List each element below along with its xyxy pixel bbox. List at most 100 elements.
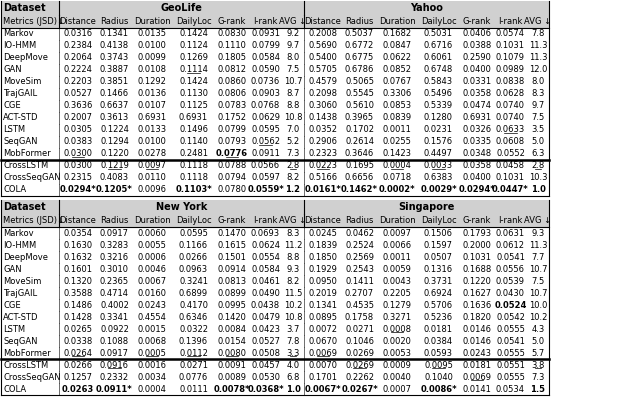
Text: DailyLoc: DailyLoc [176, 17, 211, 26]
Text: 0.1438: 0.1438 [308, 114, 337, 123]
Text: 0.5339: 0.5339 [424, 102, 453, 110]
Text: 0.1125: 0.1125 [179, 102, 208, 110]
Text: 0.0852: 0.0852 [383, 66, 412, 75]
Text: 0.0524: 0.0524 [494, 301, 527, 310]
Text: 0.1630: 0.1630 [63, 241, 93, 249]
Text: 0.3271: 0.3271 [383, 312, 412, 322]
Text: 0.0406: 0.0406 [463, 29, 492, 39]
Text: DeepMove: DeepMove [3, 253, 48, 262]
Text: 0.0009: 0.0009 [383, 361, 412, 370]
Text: MobFormer: MobFormer [3, 150, 51, 158]
Text: 0.0559*: 0.0559* [247, 185, 284, 195]
Text: 0.5166: 0.5166 [308, 174, 337, 183]
Text: 0.0479: 0.0479 [251, 312, 280, 322]
Text: CrossSeqGAN: CrossSeqGAN [3, 174, 61, 183]
Text: 0.0628: 0.0628 [496, 89, 525, 98]
Text: 5.0: 5.0 [531, 337, 545, 345]
Text: 10.2: 10.2 [284, 301, 302, 310]
Text: 3.5: 3.5 [531, 125, 545, 135]
Text: 0.0029*: 0.0029* [420, 185, 457, 195]
Text: 0.1462*: 0.1462* [341, 185, 378, 195]
Text: 7.0: 7.0 [286, 125, 300, 135]
Text: 0.0554: 0.0554 [251, 253, 280, 262]
Text: Distance: Distance [305, 17, 341, 26]
Text: TrajGAIL: TrajGAIL [3, 289, 37, 297]
Text: LSTM: LSTM [3, 324, 25, 334]
Text: 0.0590: 0.0590 [251, 66, 280, 75]
Text: 0.0067*: 0.0067* [305, 384, 341, 393]
Text: Duration: Duration [379, 17, 415, 26]
Text: 0.0767: 0.0767 [382, 77, 412, 87]
Text: 0.0263: 0.0263 [62, 384, 94, 393]
Text: 0.3851: 0.3851 [100, 77, 129, 87]
Text: 0.0107: 0.0107 [138, 102, 166, 110]
Text: 1.5: 1.5 [531, 384, 545, 393]
Text: 0.6786: 0.6786 [345, 66, 374, 75]
Text: DailyLoc: DailyLoc [420, 216, 456, 225]
Text: 0.0011: 0.0011 [383, 125, 412, 135]
Text: Dataset: Dataset [3, 202, 45, 212]
Text: 0.1839: 0.1839 [308, 241, 337, 249]
Text: 0.1031: 0.1031 [496, 42, 525, 50]
Text: 0.0438: 0.0438 [251, 301, 280, 310]
Text: 4.0: 4.0 [287, 361, 300, 370]
Text: 0.1219: 0.1219 [100, 162, 129, 170]
Text: 0.2007: 0.2007 [63, 114, 93, 123]
Text: 0.0072: 0.0072 [308, 324, 337, 334]
Text: 7.5: 7.5 [286, 66, 300, 75]
Text: 0.0267*: 0.0267* [341, 384, 378, 393]
Text: 0.2008: 0.2008 [308, 29, 337, 39]
Text: 0.2064: 0.2064 [63, 54, 93, 62]
Text: 0.1682: 0.1682 [383, 29, 412, 39]
Text: 0.6775: 0.6775 [345, 54, 374, 62]
Text: 0.0278: 0.0278 [138, 150, 166, 158]
Text: 10.8: 10.8 [284, 114, 302, 123]
Text: 0.0069: 0.0069 [463, 372, 492, 382]
Text: 0.0068: 0.0068 [138, 337, 166, 345]
Text: Duration: Duration [379, 216, 415, 225]
Text: 0.0670: 0.0670 [308, 337, 337, 345]
Text: 0.1088: 0.1088 [100, 337, 129, 345]
Text: 0.1292: 0.1292 [138, 77, 166, 87]
Text: 0.0338: 0.0338 [63, 337, 93, 345]
Text: 0.1424: 0.1424 [179, 29, 208, 39]
Text: 0.2262: 0.2262 [345, 372, 374, 382]
Text: 0.1124: 0.1124 [179, 42, 208, 50]
Text: AVG ↓: AVG ↓ [524, 17, 552, 26]
Text: 0.0895: 0.0895 [308, 312, 337, 322]
Text: 0.3613: 0.3613 [100, 114, 129, 123]
Text: AVG ↓: AVG ↓ [524, 216, 552, 225]
Text: 11.3: 11.3 [529, 241, 547, 249]
Text: 0.3010: 0.3010 [100, 264, 129, 274]
Text: 0.0624: 0.0624 [251, 241, 280, 249]
Text: 0.1752: 0.1752 [218, 114, 246, 123]
Text: 0.0400: 0.0400 [463, 174, 492, 183]
Text: 0.4535: 0.4535 [345, 301, 374, 310]
Text: 0.0271: 0.0271 [179, 361, 208, 370]
Text: 0.1046: 0.1046 [345, 337, 374, 345]
Text: 0.0060: 0.0060 [138, 229, 166, 237]
Text: 0.0622: 0.0622 [383, 54, 412, 62]
Text: ACT-STD: ACT-STD [3, 312, 38, 322]
Text: 0.0776: 0.0776 [216, 150, 248, 158]
Text: 0.0006: 0.0006 [138, 253, 166, 262]
Text: 0.0574: 0.0574 [496, 29, 525, 39]
Text: 0.0740: 0.0740 [496, 102, 525, 110]
Text: 0.0539: 0.0539 [496, 276, 525, 285]
Text: 0.1031: 0.1031 [496, 174, 525, 183]
Text: 6.3: 6.3 [531, 150, 545, 158]
Text: 0.0160: 0.0160 [138, 289, 166, 297]
Text: 0.0788: 0.0788 [218, 162, 246, 170]
Text: 7.3: 7.3 [286, 150, 300, 158]
Text: 10.0: 10.0 [529, 301, 547, 310]
Text: 0.0269: 0.0269 [345, 361, 374, 370]
Text: 0.0608: 0.0608 [496, 137, 525, 147]
Text: New York: New York [156, 202, 207, 212]
Text: 0.0322: 0.0322 [179, 324, 208, 334]
Text: 0.1031: 0.1031 [463, 253, 492, 262]
Text: 0.1205*: 0.1205* [96, 185, 133, 195]
Text: 7.5: 7.5 [531, 114, 545, 123]
Text: 0.2323: 0.2323 [308, 150, 337, 158]
Text: 0.2315: 0.2315 [63, 174, 93, 183]
Text: 0.1118: 0.1118 [179, 174, 208, 183]
